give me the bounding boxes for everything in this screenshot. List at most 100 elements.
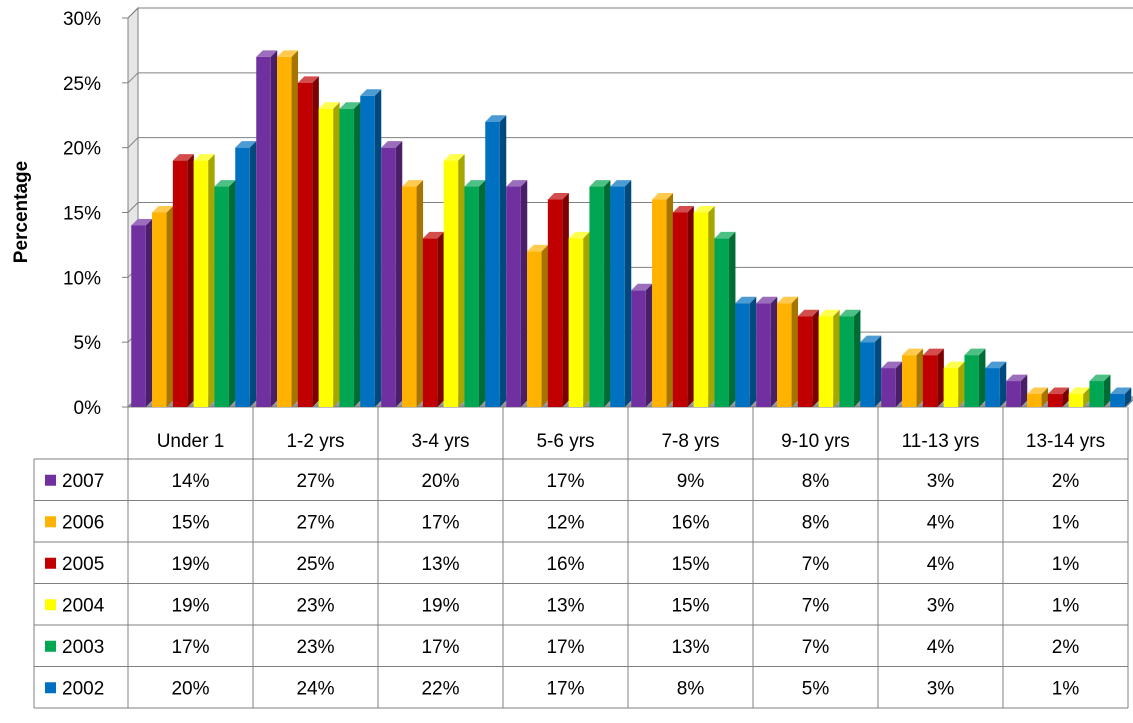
data-label: 13% [546,595,584,616]
bar-2004-5 [818,309,840,407]
bar-2004-1 [318,102,340,408]
bar-2006-1 [277,50,299,408]
data-label: 17% [421,637,459,658]
bar-2004-2 [443,154,465,407]
data-label: 13% [671,637,709,658]
x-tick-label: 13-14 yrs [1026,431,1105,452]
bar-2003-6 [964,348,986,407]
data-label: 27% [296,471,334,492]
y-axis-label: Percentage [11,161,32,263]
data-label: 23% [296,595,334,616]
y-tick-label: 5% [74,333,102,354]
legend-swatch-2003 [45,640,56,652]
bar-2007-7 [1006,374,1028,407]
data-label: 4% [927,554,955,575]
y-tick-label: 25% [63,74,101,95]
data-label: 1% [1052,595,1080,616]
data-label: 17% [546,637,584,658]
bar-2006-7 [1027,387,1049,407]
data-label: 24% [296,678,334,699]
data-label: 19% [171,595,209,616]
y-tick-label: 10% [63,268,101,289]
legend-swatch-2006 [45,516,56,528]
data-label: 17% [421,512,459,533]
legend-label-2004: 2004 [62,595,105,616]
bar-2005-5 [797,309,819,407]
data-label: 15% [671,554,709,575]
data-label: 3% [927,595,955,616]
legend-label-2007: 2007 [62,471,104,492]
legend-label-2005: 2005 [62,554,104,575]
bar-2002-3 [610,180,632,407]
bar-2002-0 [235,141,257,407]
legend-swatch-2004 [45,599,56,611]
legend-swatch-2005 [45,557,56,569]
bar-2007-0 [131,218,153,407]
bar-2007-6 [881,361,903,407]
bar-2004-7 [1068,387,1090,407]
bar-2006-3 [527,244,549,407]
bar-2005-1 [297,76,319,407]
bar-2007-4 [631,283,653,407]
data-label: 20% [171,678,209,699]
bar-2005-7 [1047,387,1069,407]
bar-2005-3 [547,193,569,407]
bar-2007-3 [506,180,528,407]
bar-2004-0 [193,154,215,407]
data-label: 7% [802,637,830,658]
x-tick-label: 3-4 yrs [411,431,469,452]
bar-2002-6 [985,361,1007,407]
bar-2003-4 [714,231,736,407]
bar-2006-2 [402,180,424,407]
data-label: 4% [927,637,955,658]
gridline [127,72,1133,84]
data-label: 7% [802,554,830,575]
bar-2006-0 [152,206,174,407]
bar-2003-7 [1089,374,1111,407]
data-table: Under 1 1-2 yrs 3-4 yrs 5-6 yrs 7-8 yrs 9-10 … [33,407,1129,709]
bar-2005-6 [922,348,944,407]
x-tick-label: 11-13 yrs [902,431,980,452]
bars [131,50,1132,408]
bar-2005-2 [422,231,444,407]
data-label: 23% [296,637,334,658]
bar-2003-2 [464,180,486,407]
y-axis-ticks: 0% 5% 10% 15% 20% 25% 30% [63,9,101,419]
gridline [127,7,1133,19]
bar-2004-3 [568,231,590,407]
bar-2003-3 [589,180,611,407]
bar-2007-1 [256,50,278,408]
data-label: 5% [802,678,830,699]
data-label: 17% [171,637,209,658]
x-tick-label: 5-6 yrs [536,431,594,452]
bar-2004-4 [693,206,715,407]
legend-label-2002: 2002 [62,678,104,699]
data-label: 8% [802,512,830,533]
data-label: 27% [296,512,334,533]
data-label: 7% [802,595,830,616]
bar-2003-1 [339,102,361,408]
bar-2002-4 [735,296,757,407]
x-tick-label: 9-10 yrs [781,431,850,452]
y-tick-label: 30% [63,9,101,30]
bar-2003-0 [214,180,236,407]
data-label: 9% [677,471,705,492]
data-label: 15% [671,595,709,616]
bar-2004-6 [943,361,965,407]
gridline [127,137,1133,149]
data-label: 14% [171,471,209,492]
x-tick-label: 1-2 yrs [286,431,344,452]
data-label: 1% [1052,678,1080,699]
y-tick-label: 15% [63,204,101,225]
data-label: 22% [421,678,459,699]
bar-2002-2 [485,115,507,407]
legend-label-2003: 2003 [62,637,104,658]
data-label: 2% [1052,471,1080,492]
data-label: 16% [671,512,709,533]
bar-2006-6 [902,348,924,407]
data-label: 2% [1052,637,1080,658]
bar-2006-4 [652,193,674,407]
bar-2005-0 [172,154,194,407]
bar-2002-5 [860,335,882,407]
